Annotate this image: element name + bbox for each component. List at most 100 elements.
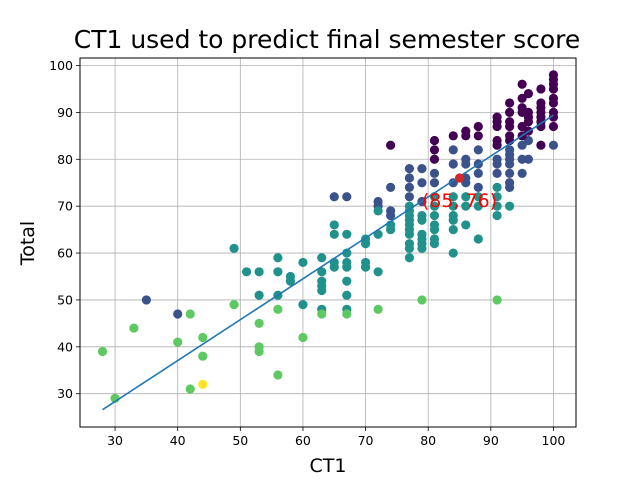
data-point bbox=[417, 178, 427, 188]
data-point bbox=[373, 206, 383, 216]
data-point bbox=[342, 229, 352, 239]
data-point bbox=[461, 192, 471, 202]
data-point bbox=[548, 84, 559, 94]
data-point bbox=[473, 201, 483, 211]
data-point bbox=[198, 379, 208, 389]
data-point bbox=[536, 84, 546, 94]
data-point bbox=[548, 98, 559, 108]
data-point bbox=[298, 332, 308, 343]
data-point bbox=[329, 192, 339, 202]
data-point bbox=[229, 243, 239, 253]
data-point bbox=[404, 182, 415, 193]
data-point bbox=[536, 140, 546, 150]
data-point bbox=[129, 323, 139, 333]
data-point bbox=[492, 168, 502, 178]
data-point bbox=[241, 267, 252, 277]
data-point bbox=[517, 140, 527, 150]
annotation-label: (85, 76) bbox=[422, 190, 497, 212]
data-point bbox=[448, 131, 458, 141]
data-point bbox=[97, 346, 108, 357]
data-point bbox=[517, 168, 527, 178]
data-point bbox=[404, 253, 415, 263]
data-point bbox=[429, 145, 440, 155]
data-point bbox=[492, 295, 502, 305]
y-tick-label: 90 bbox=[57, 105, 73, 120]
data-point bbox=[461, 201, 471, 211]
data-point bbox=[461, 178, 471, 188]
x-tick-label: 60 bbox=[295, 433, 311, 448]
data-point bbox=[417, 215, 427, 225]
y-tick-label: 40 bbox=[57, 339, 73, 354]
data-point bbox=[517, 79, 527, 89]
data-point bbox=[448, 201, 458, 211]
data-point bbox=[317, 267, 327, 277]
x-axis-label: CT1 bbox=[310, 455, 347, 477]
data-point bbox=[492, 201, 502, 211]
data-point bbox=[448, 145, 458, 155]
data-point bbox=[492, 140, 502, 150]
data-point bbox=[448, 248, 458, 258]
data-point bbox=[492, 182, 502, 193]
data-point bbox=[273, 304, 283, 314]
data-point bbox=[492, 210, 502, 221]
data-point bbox=[173, 309, 183, 319]
y-tick-label: 100 bbox=[49, 58, 73, 73]
data-point bbox=[360, 239, 371, 249]
data-point bbox=[461, 159, 471, 169]
data-point bbox=[417, 164, 427, 174]
data-point bbox=[492, 159, 502, 169]
y-tick-label: 80 bbox=[57, 152, 73, 167]
y-tick-label: 30 bbox=[57, 386, 73, 401]
data-point bbox=[342, 276, 352, 286]
data-point bbox=[548, 121, 559, 132]
data-point bbox=[448, 215, 458, 225]
data-point bbox=[523, 89, 534, 99]
data-point bbox=[404, 243, 415, 253]
data-point bbox=[342, 309, 352, 319]
data-point bbox=[386, 210, 396, 221]
data-point bbox=[461, 220, 471, 230]
data-point bbox=[429, 225, 440, 235]
data-point bbox=[342, 192, 352, 202]
data-point bbox=[342, 262, 352, 272]
y-tick-label: 70 bbox=[57, 199, 73, 214]
data-point bbox=[404, 192, 415, 202]
data-point bbox=[273, 370, 283, 380]
data-point bbox=[473, 192, 483, 202]
data-point bbox=[505, 121, 515, 132]
data-point bbox=[448, 192, 458, 202]
data-point bbox=[317, 253, 327, 263]
data-point bbox=[273, 253, 283, 263]
x-tick-label: 70 bbox=[358, 433, 374, 448]
data-point bbox=[329, 220, 339, 230]
data-point bbox=[461, 131, 471, 141]
highlighted-point bbox=[454, 173, 465, 183]
data-point bbox=[329, 229, 339, 239]
chart-title: CT1 used to predict final semester score bbox=[74, 25, 581, 54]
data-point bbox=[429, 210, 440, 221]
data-point bbox=[448, 225, 458, 235]
data-point bbox=[473, 145, 483, 155]
data-point bbox=[342, 290, 352, 300]
y-axis-label: Total bbox=[17, 221, 39, 266]
data-point bbox=[185, 309, 195, 319]
data-point bbox=[492, 121, 502, 132]
data-point bbox=[505, 201, 515, 211]
x-tick-label: 90 bbox=[483, 433, 499, 448]
data-point bbox=[386, 225, 396, 235]
regression-line bbox=[102, 114, 554, 411]
data-point bbox=[254, 346, 264, 357]
data-point bbox=[417, 243, 427, 253]
data-point bbox=[473, 131, 483, 141]
data-point bbox=[505, 168, 515, 178]
fit-line-group bbox=[102, 114, 554, 411]
data-point bbox=[373, 304, 383, 314]
data-point bbox=[141, 295, 151, 305]
data-point bbox=[429, 154, 440, 164]
data-point bbox=[517, 154, 527, 164]
data-point bbox=[185, 384, 195, 394]
data-point bbox=[473, 168, 483, 178]
